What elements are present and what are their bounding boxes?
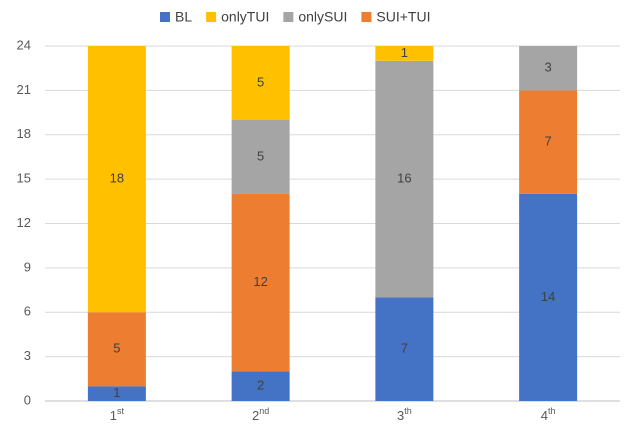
data-label: 14: [541, 289, 555, 304]
legend-swatch: [160, 12, 170, 22]
data-label: 5: [257, 74, 264, 89]
y-tick-label: 0: [24, 392, 31, 407]
bar-segment: [231, 119, 290, 194]
bar-segment: [519, 46, 578, 91]
data-label: 3: [545, 60, 552, 75]
legend-text: BL: [175, 9, 192, 25]
y-tick-label: 24: [17, 37, 31, 52]
legend-swatch: [283, 12, 294, 22]
data-label: 1: [113, 385, 120, 400]
y-tick-label: 9: [24, 259, 31, 274]
y-tick-label: 12: [17, 215, 31, 230]
y-tick-label: 6: [24, 304, 31, 319]
legend-text: onlySUI: [298, 9, 347, 25]
data-label: 7: [401, 341, 408, 356]
y-tick-label: 3: [24, 348, 31, 363]
bar-segment: [375, 60, 434, 298]
x-tick-label: 4th: [541, 406, 556, 423]
bar-segment: [519, 90, 578, 194]
legend-swatch: [361, 12, 372, 22]
data-label: 1: [401, 45, 408, 60]
data-label: 2: [257, 378, 264, 393]
bar-segment: [375, 46, 434, 61]
bar-segment: [87, 46, 146, 313]
bar-segment: [231, 371, 290, 401]
y-tick-label: 21: [17, 82, 31, 97]
data-label: 18: [110, 171, 124, 186]
data-label: 16: [397, 171, 411, 186]
bar-segment: [519, 193, 578, 401]
x-tick-label: 2nd: [252, 406, 269, 423]
data-label: 5: [113, 341, 120, 356]
x-tick-label: 3th: [397, 406, 412, 423]
bar-segment: [231, 193, 290, 372]
data-label: 12: [253, 274, 267, 289]
data-label: 7: [545, 134, 552, 149]
y-tick-label: 15: [17, 171, 31, 186]
x-tick-label: 1st: [110, 406, 125, 423]
legend-swatch: [206, 12, 217, 22]
bar-segment: [231, 46, 290, 120]
bar-segment: [375, 297, 434, 401]
bar-segment: [87, 312, 146, 387]
data-label: 5: [257, 148, 264, 163]
legend-text: onlyTUI: [221, 9, 269, 25]
y-tick-label: 18: [17, 126, 31, 141]
legend-text: SUI+TUI: [376, 9, 430, 25]
bar-segment: [87, 386, 146, 401]
